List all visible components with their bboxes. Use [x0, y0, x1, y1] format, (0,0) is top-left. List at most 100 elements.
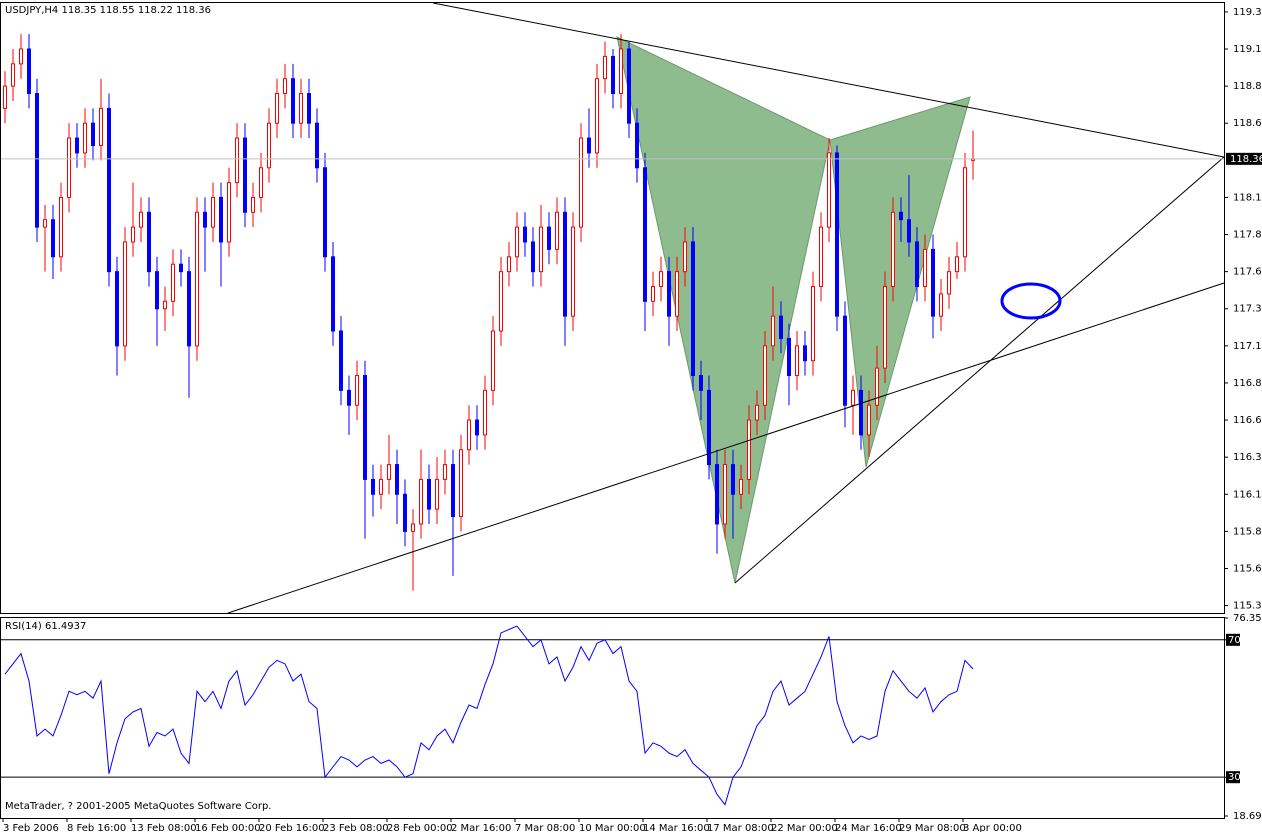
candle-body — [819, 226, 823, 287]
candle-body — [451, 464, 455, 518]
target-ellipse — [1000, 282, 1062, 320]
candle-body — [3, 85, 7, 109]
candle-body — [915, 241, 919, 287]
candle-body — [691, 241, 695, 377]
candle-body — [371, 478, 375, 495]
y-tick-label: 118.10 — [1233, 192, 1262, 203]
candle-body — [859, 389, 863, 436]
candle-body — [99, 107, 103, 146]
candle-body — [115, 271, 119, 347]
candle-body — [91, 122, 95, 146]
x-tick-label: 24 Mar 16:00 — [835, 823, 902, 832]
candle-body — [67, 137, 71, 198]
y-tick-label: 118.85 — [1233, 81, 1262, 92]
candle-body — [931, 248, 935, 317]
candle-body — [635, 122, 639, 169]
candle-body — [891, 211, 895, 287]
candle-body — [379, 478, 383, 495]
candle-body — [459, 449, 463, 518]
x-tick-label: 3 Feb 2006 — [3, 823, 59, 832]
main-panel-border — [0, 2, 1225, 614]
x-tick-label: 22 Mar 00:00 — [771, 823, 838, 832]
x-tick-label: 10 Mar 00:00 — [579, 823, 646, 832]
candle-body — [315, 122, 319, 169]
candle-body — [123, 241, 127, 347]
y-tick-label: 117.60 — [1233, 267, 1262, 278]
candle-body — [499, 271, 503, 332]
candle-body — [475, 419, 479, 436]
candle-body — [571, 226, 575, 317]
x-tick-label: 14 Mar 16:00 — [643, 823, 710, 832]
y-tick-label: 116.10 — [1233, 489, 1262, 500]
y-tick-label: 115.60 — [1233, 563, 1262, 574]
candle-body — [403, 493, 407, 532]
candle-body — [795, 345, 799, 377]
candle-body — [299, 93, 303, 124]
rsi-line — [4, 625, 974, 806]
trendline — [227, 282, 1225, 614]
candle-body — [435, 478, 439, 510]
y-tick-label: 30 — [1228, 772, 1241, 783]
candle-body — [523, 226, 527, 243]
candle-body — [419, 478, 423, 525]
candle-body — [139, 211, 143, 228]
y-tick-label: 116.85 — [1233, 378, 1262, 389]
candle-body — [363, 375, 367, 480]
candle-body — [283, 78, 287, 95]
candle-body — [483, 389, 487, 436]
candle-body — [683, 241, 687, 273]
candle-body — [275, 93, 279, 124]
candle-body — [427, 478, 431, 510]
candle-body — [707, 389, 711, 466]
copyright: MetaTrader, ? 2001-2005 MetaQuotes Softw… — [5, 801, 271, 812]
last-price-label: 118.36 — [1230, 154, 1262, 165]
candle-body — [211, 196, 215, 228]
candle-body — [179, 263, 183, 273]
candle-body — [219, 196, 223, 243]
y-tick-label: 70 — [1228, 635, 1241, 646]
candle-body — [555, 211, 559, 250]
candle-body — [763, 345, 767, 406]
y-tick-label: 116.35 — [1233, 452, 1262, 463]
y-tick-label: 116.60 — [1233, 415, 1262, 426]
rsi-title: RSI(14) 61.4937 — [5, 621, 86, 632]
candle-body — [835, 152, 839, 317]
candle-body — [739, 478, 743, 495]
candle-body — [611, 55, 615, 95]
candle-body — [539, 226, 543, 273]
x-tick-label: 16 Feb 00:00 — [195, 823, 261, 832]
candle-body — [131, 226, 135, 243]
candle-body — [387, 464, 391, 480]
candle-body — [587, 137, 591, 154]
candle-body — [955, 256, 959, 273]
x-tick-label: 3 Apr 00:00 — [963, 823, 1022, 832]
chart-title: USDJPY,H4 118.35 118.55 118.22 118.36 — [5, 5, 211, 16]
x-tick-label: 17 Mar 08:00 — [707, 823, 774, 832]
y-tick-label: 117.35 — [1233, 304, 1262, 315]
candle-body — [947, 271, 951, 295]
x-tick-label: 23 Feb 08:00 — [323, 823, 389, 832]
y-tick-label: 115.85 — [1233, 526, 1262, 537]
candle-body — [267, 122, 271, 169]
candle-body — [443, 464, 447, 480]
level-label-box — [1226, 771, 1240, 784]
candle-body — [203, 211, 207, 228]
candle-body — [619, 48, 623, 95]
candle-body — [803, 345, 807, 362]
x-tick-label: 13 Feb 08:00 — [131, 823, 197, 832]
candle-body — [875, 367, 879, 406]
candle-body — [75, 137, 79, 154]
candle-body — [603, 55, 607, 80]
candle-body — [923, 248, 927, 287]
candle-body — [699, 375, 703, 391]
candle-body — [851, 389, 855, 406]
candle-body — [939, 293, 943, 317]
candle-body — [339, 330, 343, 391]
y-tick-label: 115.35 — [1233, 601, 1262, 612]
candle-body — [595, 78, 599, 154]
candle-body — [643, 167, 647, 302]
trendline — [432, 2, 1225, 158]
y-tick-label: 118.60 — [1233, 118, 1262, 129]
candle-body — [491, 330, 495, 391]
